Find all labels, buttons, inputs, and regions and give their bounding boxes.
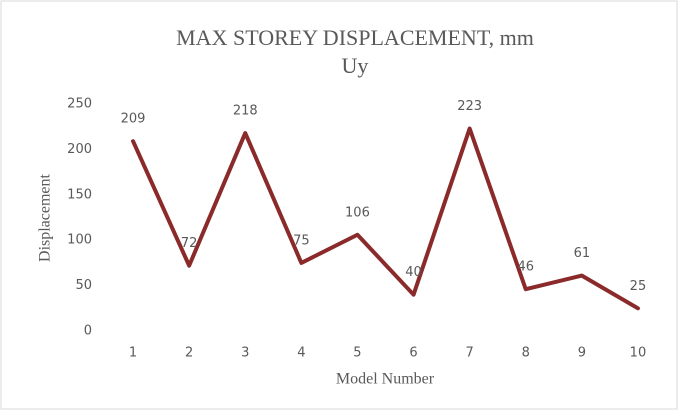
data-label: 106: [345, 205, 370, 220]
x-tick-label: 4: [297, 346, 305, 361]
y-tick-label: 100: [67, 233, 92, 248]
data-label: 46: [517, 260, 534, 275]
x-tick-label: 1: [129, 346, 137, 361]
data-label: 40: [405, 265, 422, 280]
x-tick-label: 3: [241, 346, 249, 361]
x-axis-label: Model Number: [336, 371, 435, 388]
y-tick-label: 200: [67, 142, 92, 157]
x-tick-label: 2: [185, 346, 193, 361]
data-label: 72: [181, 236, 198, 251]
x-tick-label: 7: [466, 346, 474, 361]
y-tick-label: 0: [84, 324, 92, 339]
data-label: 61: [574, 246, 591, 261]
data-label: 223: [457, 99, 482, 114]
line: [131, 126, 640, 311]
data-label: 75: [293, 233, 310, 248]
x-tick-label: 5: [353, 346, 361, 361]
y-tick-label: 150: [67, 187, 92, 202]
data-label: 25: [630, 279, 647, 294]
y-tick-label: 250: [67, 97, 92, 112]
x-tick-label: 10: [630, 346, 647, 361]
x-tick-label: 8: [522, 346, 530, 361]
x-tick-label: 6: [409, 346, 417, 361]
chart-subtitle: Uy: [342, 53, 369, 78]
data-label: 209: [121, 112, 146, 127]
y-tick-label: 50: [75, 278, 92, 293]
x-tick-label: 9: [578, 346, 586, 361]
chart-title: MAX STOREY DISPLACEMENT, mm: [176, 25, 534, 50]
y-axis-label: Displacement: [37, 173, 54, 262]
data-label: 218: [233, 104, 258, 119]
